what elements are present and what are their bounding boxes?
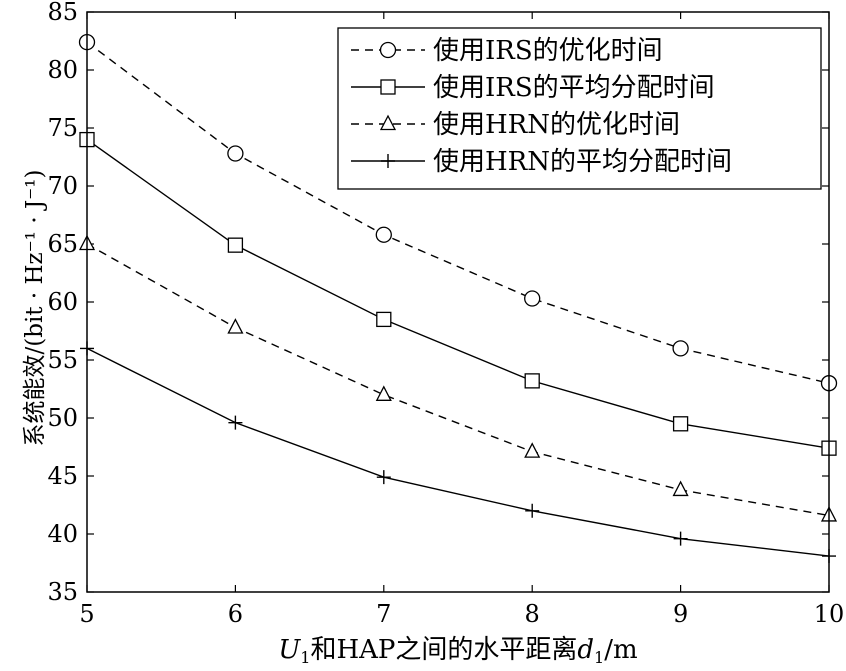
legend-marker-square (380, 79, 396, 95)
series-plus (80, 341, 836, 564)
legend: 使用IRS的优化时间使用IRS的平均分配时间使用HRN的优化时间使用HRN的平均… (337, 27, 822, 190)
y-tick-label: 55 (47, 346, 78, 374)
y-tick-label: 50 (47, 404, 78, 432)
data-point-triangle (672, 480, 689, 497)
y-tick-label: 45 (47, 462, 78, 490)
svg-text:U1和HAP之间的水平距离d1/m: U1和HAP之间的水平距离d1/m (278, 635, 637, 667)
legend-label: 使用IRS的平均分配时间 (433, 73, 715, 103)
x-axis-label-d: d (577, 635, 594, 665)
data-point-square (227, 237, 244, 253)
y-tick-label: 40 (47, 520, 78, 548)
y-axis-label-text: 系统能效/(bit · Hz⁻¹ · J⁻¹) (22, 170, 48, 447)
data-point-triangle (375, 385, 392, 401)
x-tick-label: 9 (673, 600, 688, 628)
y-tick-label: 65 (47, 230, 78, 258)
x-tick-label: 5 (79, 600, 94, 628)
y-tick-label: 70 (47, 172, 78, 200)
data-point-plus (228, 415, 243, 430)
legend-marker-plus (381, 154, 395, 168)
x-axis-label: U1和HAP之间的水平距离d1/m (278, 635, 637, 667)
legend-marker-triangle (379, 114, 397, 131)
series-circle (78, 34, 838, 392)
y-tick-label: 75 (47, 114, 78, 142)
y-tick-label: 60 (47, 288, 78, 316)
x-tick-label: 6 (228, 600, 243, 628)
y-tick-label: 80 (47, 56, 78, 84)
data-point-circle (672, 340, 689, 357)
data-point-square (376, 311, 392, 328)
legend-label: 使用HRN的优化时间 (433, 110, 680, 140)
data-point-triangle (524, 442, 541, 458)
series-triangle (78, 234, 838, 522)
data-point-square (524, 373, 540, 389)
x-axis-label-unit: /m (604, 635, 637, 665)
legend-box (337, 27, 822, 190)
x-tick-label: 10 (814, 600, 845, 628)
legend-label: 使用HRN的平均分配时间 (433, 147, 732, 177)
x-axis-label-middle: 和HAP之间的水平距离 (310, 635, 577, 665)
series-line (86, 41, 830, 384)
data-point-triangle (227, 318, 244, 334)
x-axis-label-d-sub: 1 (594, 648, 604, 667)
y-tick-label: 35 (47, 578, 78, 606)
data-point-circle (375, 226, 392, 243)
y-tick-label: 85 (47, 0, 78, 26)
series-line (86, 139, 830, 449)
data-point-plus (673, 531, 688, 546)
data-point-plus (525, 503, 540, 518)
data-point-circle (227, 145, 244, 162)
x-tick-label: 7 (376, 600, 391, 628)
x-axis-label-u-sub: 1 (300, 648, 310, 667)
legend-marker-circle (379, 41, 397, 59)
data-point-circle (524, 290, 541, 307)
data-point-square (672, 416, 689, 432)
series-line (86, 347, 830, 557)
y-axis-label: 系统能效/(bit · Hz⁻¹ · J⁻¹) (22, 170, 48, 447)
x-tick-label: 8 (525, 600, 540, 628)
series-line (86, 243, 830, 517)
x-axis-label-u: U (278, 635, 301, 665)
data-point-plus (376, 470, 391, 485)
axis-ticks: 5 6 7 8 9 10 35 40 45 50 55 60 65 70 75 80 85 (47, 0, 844, 628)
legend-label: 使用IRS的优化时间 (433, 36, 663, 66)
series-layer (78, 34, 838, 564)
plot-frame (86, 11, 830, 593)
